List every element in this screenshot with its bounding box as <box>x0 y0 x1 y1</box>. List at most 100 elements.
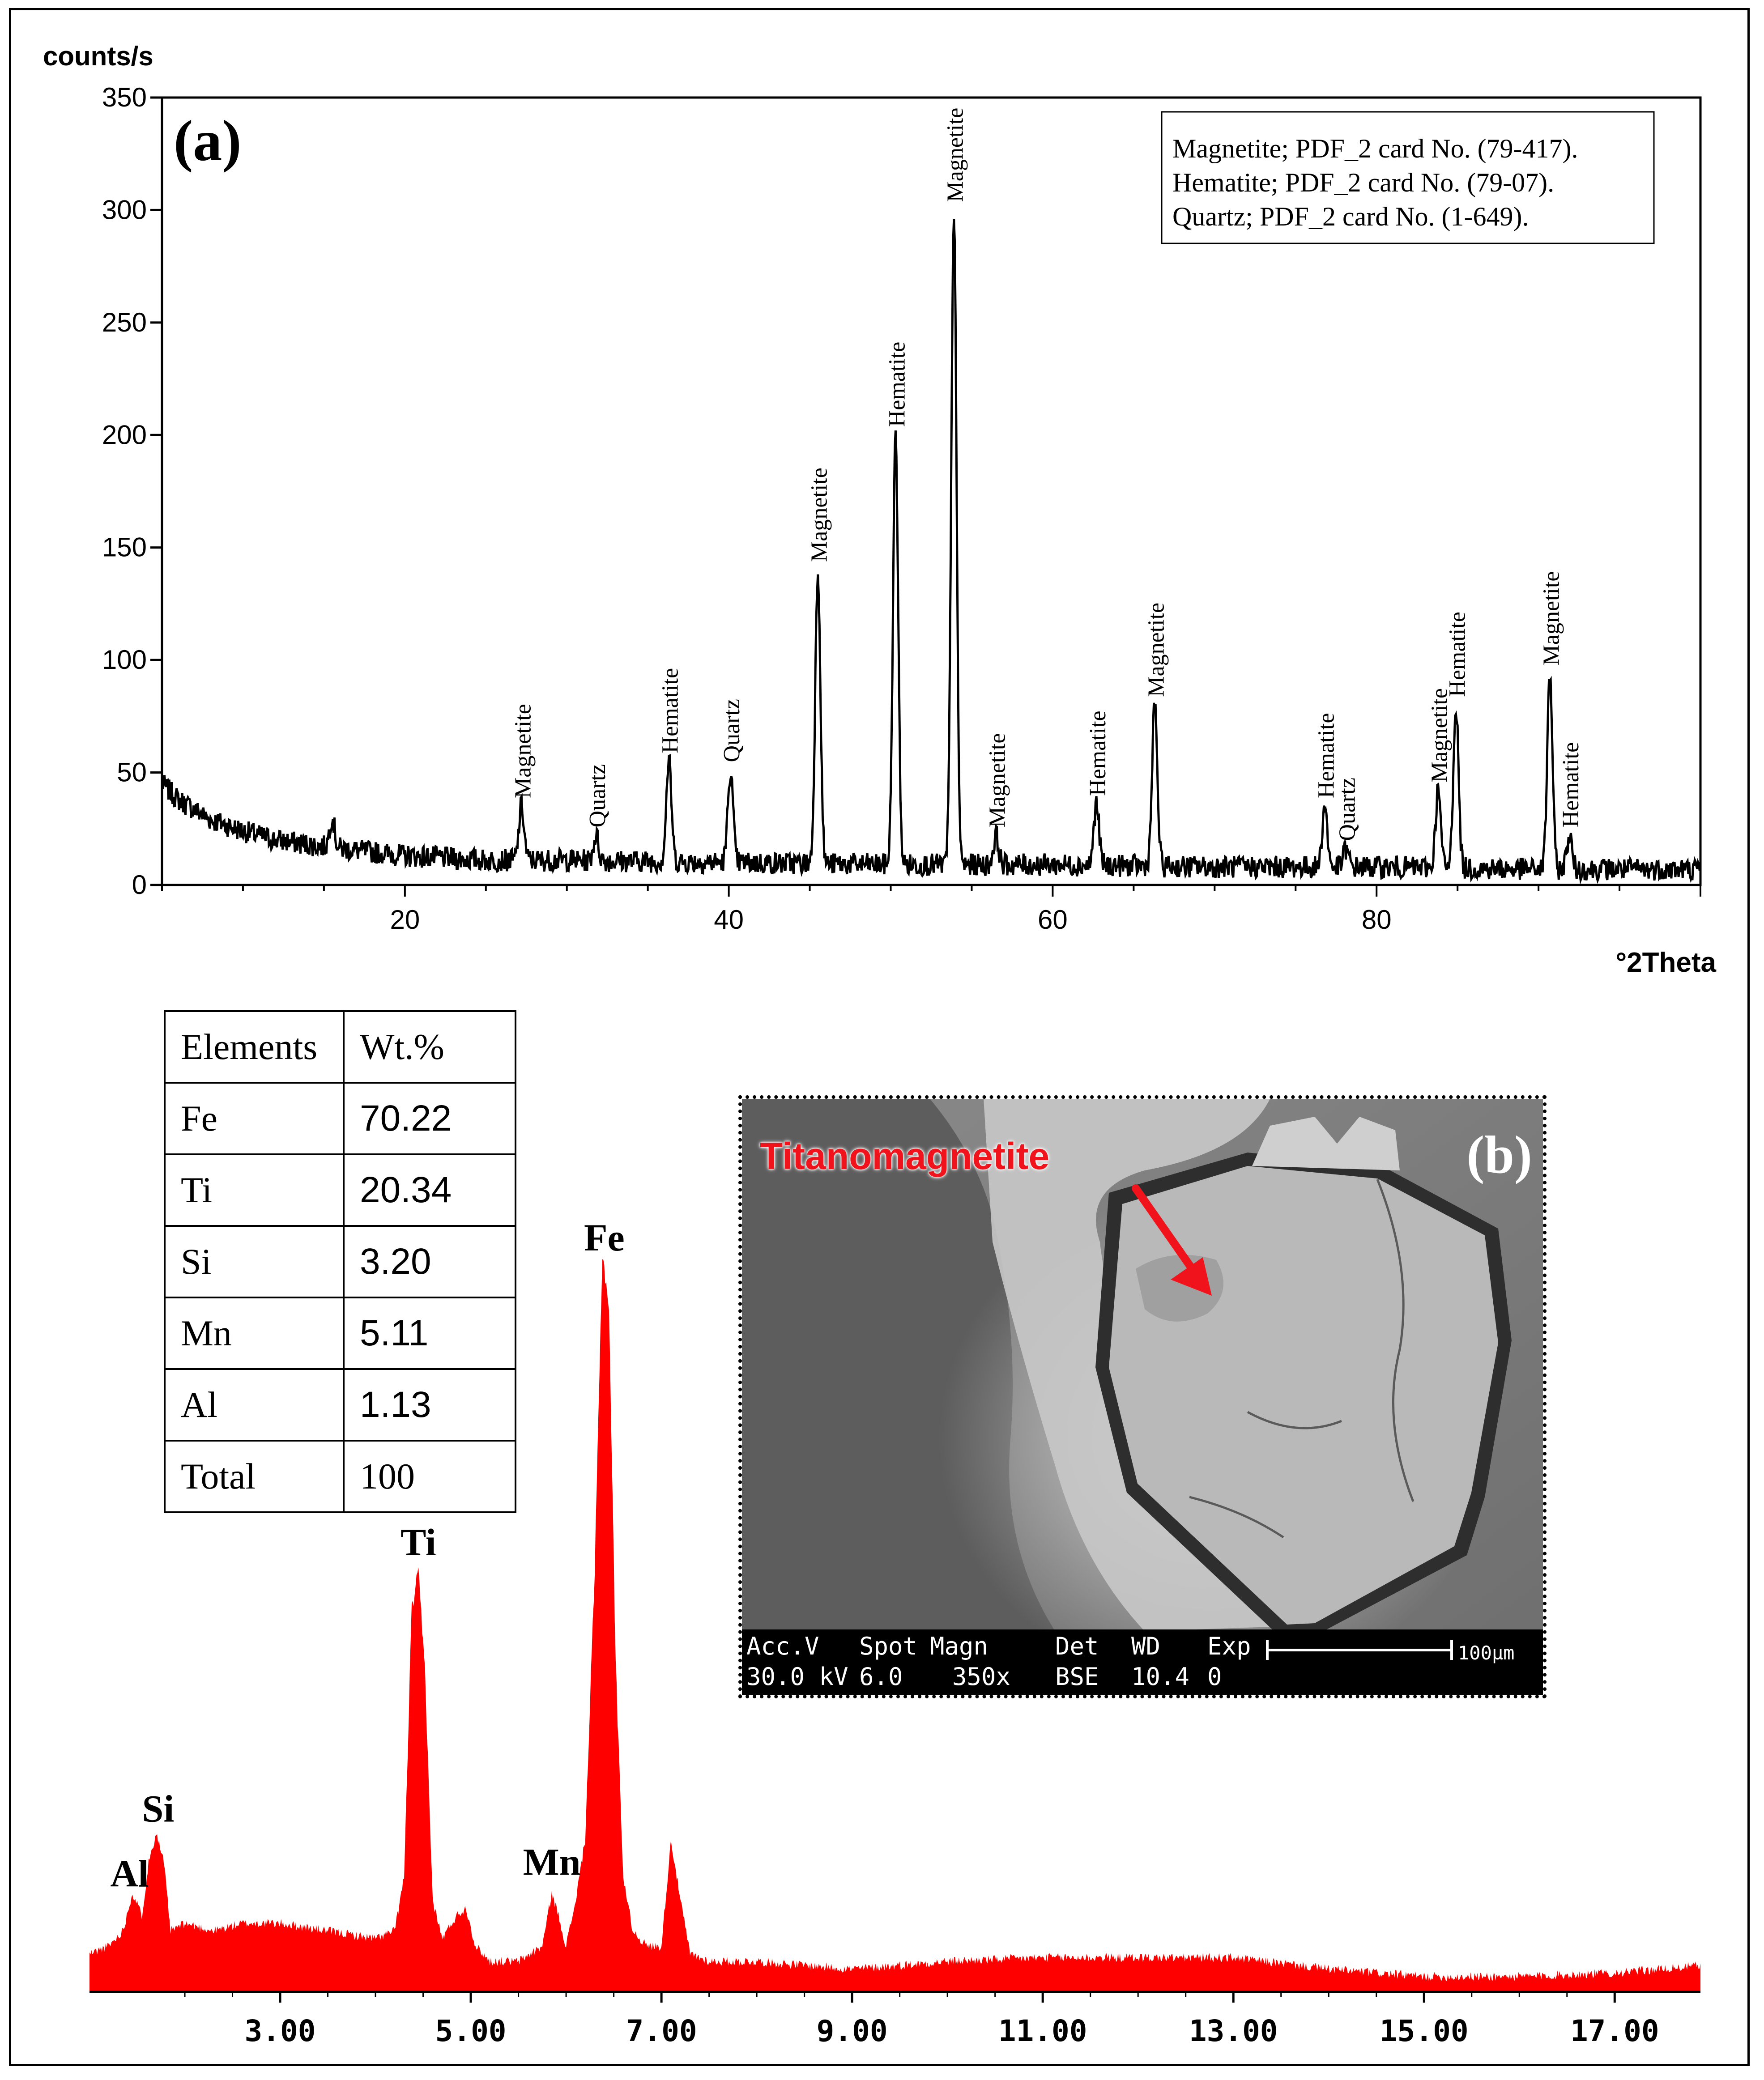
eds-spectrum-chart: 3.00 5.00 7.00 9.00 11.00 13.00 15.00 17.00 Al S… <box>89 1216 1700 2048</box>
xrd-chart: 0 50 100 150 200 250 300 350 20 40 60 80 Magnetite Q… <box>43 41 1717 978</box>
xrd-panel-label: (a) <box>174 109 242 173</box>
xrd-y-tick-label: 150 <box>102 532 147 562</box>
table-row: Ti 20.34 <box>164 1153 516 1227</box>
xrd-legend-entry-hematite: Hematite; PDF_2 card No. (79-07). <box>1172 168 1554 197</box>
eds-peak-label: Ti <box>401 1521 436 1564</box>
sem-info-magn-label: Magn <box>930 1632 989 1660</box>
xrd-peak-label: Magnetite <box>1538 571 1564 665</box>
xrd-y-tick-label: 250 <box>102 307 147 337</box>
table-cell-value: 3.20 <box>343 1225 516 1298</box>
eds-peak-labels: Al Si Ti Mn Fe <box>110 1216 624 1895</box>
xrd-peak-label: Hematite <box>1313 713 1339 798</box>
arrow-head <box>1171 1257 1212 1296</box>
xrd-y-tick-label: 0 <box>132 870 147 900</box>
sem-grain-crack <box>1189 1179 1415 1539</box>
xrd-x-axis-label: °2Theta <box>1615 947 1716 978</box>
sem-info-magn-value: 350x <box>952 1663 1011 1691</box>
sem-info-bar: Acc.V Spot Magn Det WD Exp 30.0 kV 6.0 3… <box>742 1629 1543 1695</box>
eds-peak-label: Fe <box>584 1216 625 1259</box>
xrd-legend: Magnetite; PDF_2 card No. (79-417). Hema… <box>1161 111 1655 244</box>
eds-x-tick-label: 7.00 <box>626 2014 697 2048</box>
sem-image-panel: Titanomagnetite (b) Acc.V Spot Magn Det … <box>738 1095 1547 1698</box>
table-cell-element: Ti <box>164 1153 345 1227</box>
xrd-peak-label: Magnetite <box>1427 688 1453 783</box>
table-cell-element: Si <box>164 1225 345 1298</box>
eds-x-tick-label: 11.00 <box>998 2014 1087 2048</box>
xrd-x-tick-label: 40 <box>714 905 744 935</box>
sem-top-crystals <box>1252 1117 1400 1170</box>
sem-scale-bar <box>1266 1640 1453 1660</box>
eds-x-tick-label: 15.00 <box>1380 2014 1469 2048</box>
xrd-y-tick-label: 300 <box>102 195 147 225</box>
xrd-y-tick-label: 200 <box>102 420 147 450</box>
table-cell-value: 5.11 <box>343 1297 516 1370</box>
xrd-ticks: 0 50 100 150 200 250 300 350 20 40 60 80 <box>102 82 1701 935</box>
sem-info-exp-value: 0 <box>1207 1663 1222 1691</box>
table-cell-value: 1.13 <box>343 1368 516 1442</box>
xrd-x-tick-label: 60 <box>1038 905 1068 935</box>
xrd-pattern-line <box>161 219 1702 885</box>
xrd-y-tick-label: 350 <box>102 82 147 112</box>
xrd-peak-label: Hematite <box>658 668 683 753</box>
table-row: Mn 5.11 <box>164 1297 516 1370</box>
eds-x-tick-label: 5.00 <box>435 2014 507 2048</box>
table-cell-element: Mn <box>164 1297 345 1370</box>
xrd-legend-entry-magnetite: Magnetite; PDF_2 card No. (79-417). <box>1172 134 1578 163</box>
figure-frame <box>9 8 1750 2066</box>
xrd-x-tick-label: 80 <box>1362 905 1392 935</box>
sem-annotation-label: Titanomagnetite <box>760 1135 1050 1177</box>
xrd-legend-entry-quartz: Quartz; PDF_2 card No. (1-649). <box>1172 202 1529 231</box>
table-row: Al 1.13 <box>164 1368 516 1442</box>
table-row: Total 100 <box>164 1440 516 1513</box>
xrd-y-tick-label: 100 <box>102 645 147 675</box>
xrd-peak-label: Magnetite <box>807 468 832 562</box>
eds-peak-label: Si <box>142 1787 175 1830</box>
xrd-peak-label: Magnetite <box>943 108 968 202</box>
xrd-peak-label: Hematite <box>1558 742 1584 828</box>
xrd-peak-label: Hematite <box>1445 612 1470 697</box>
table-cell-value: 20.34 <box>343 1153 516 1227</box>
eds-spectrum-area <box>89 1259 1700 1992</box>
sem-info-accv-value: 30.0 kV <box>746 1663 848 1691</box>
eds-composition-table: Elements Wt.% Fe 70.22 Ti 20.34 Si 3.20 … <box>164 1010 516 1513</box>
table-row: Fe 70.22 <box>164 1082 516 1155</box>
xrd-peak-label: Magnetite <box>985 733 1010 828</box>
sem-panel-label: (b) <box>1466 1125 1532 1184</box>
sem-micrograph <box>742 1099 1543 1695</box>
xrd-legend-box <box>1161 111 1655 244</box>
eds-x-tick-label: 17.00 <box>1570 2014 1659 2048</box>
eds-peak-label: Mn <box>523 1841 581 1884</box>
table-cell-element: Al <box>164 1368 345 1442</box>
eds-ticks: 3.00 5.00 7.00 9.00 11.00 13.00 15.00 17.00 <box>184 1992 1659 2048</box>
eds-x-tick-label: 13.00 <box>1189 2014 1278 2048</box>
xrd-peak-label: Magnetite <box>1143 603 1169 697</box>
xrd-peak-label: Quartz <box>719 699 745 762</box>
table-header-wt: Wt.% <box>343 1010 516 1084</box>
table-header-elements: Elements <box>164 1010 345 1084</box>
xrd-x-tick-label: 20 <box>390 905 420 935</box>
xrd-plot-frame <box>161 96 1702 886</box>
table-header-row: Elements Wt.% <box>164 1010 516 1084</box>
sem-info-det-value: BSE <box>1055 1663 1099 1691</box>
table-cell-element: Fe <box>164 1082 345 1155</box>
sem-info-spot-label: Spot <box>859 1632 918 1660</box>
eds-x-tick-label: 3.00 <box>245 2014 316 2048</box>
xrd-peak-label: Hematite <box>884 342 910 427</box>
sem-annotation-arrow <box>1132 1184 1212 1296</box>
table-cell-element: Total <box>164 1440 345 1513</box>
sem-info-wd-value: 10.4 <box>1131 1663 1190 1691</box>
xrd-peak-label: Hematite <box>1085 710 1111 796</box>
xrd-y-tick-label: 50 <box>117 757 147 787</box>
eds-peak-label: Al <box>110 1852 149 1895</box>
sem-info-accv-label: Acc.V <box>746 1632 819 1660</box>
table-cell-value: 100 <box>343 1440 516 1513</box>
eds-x-tick-label: 9.00 <box>817 2014 888 2048</box>
xrd-peak-label: Magnetite <box>510 704 536 798</box>
table-row: Si 3.20 <box>164 1225 516 1298</box>
table-cell-value: 70.22 <box>343 1082 516 1155</box>
sem-info-wd-label: WD <box>1131 1632 1161 1660</box>
sem-info-det-label: Det <box>1055 1632 1099 1660</box>
xrd-peak-label: Quartz <box>1334 778 1360 841</box>
sem-info-exp-label: Exp <box>1207 1632 1251 1660</box>
